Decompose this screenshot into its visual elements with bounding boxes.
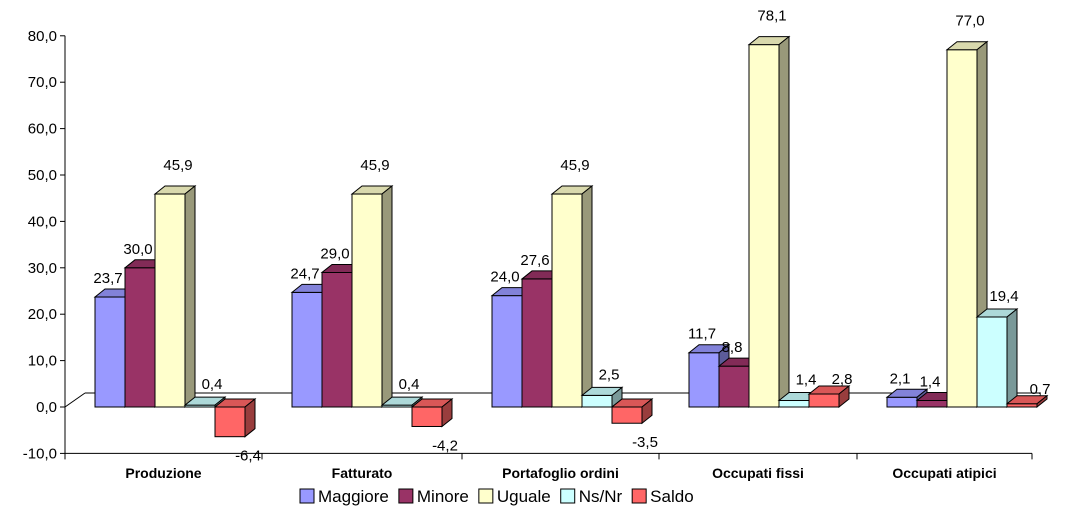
data-label-saldo-occupati-atipici: 0,7 bbox=[1030, 381, 1051, 398]
legend-label: Uguale bbox=[497, 487, 551, 506]
floor-edge bbox=[64, 392, 86, 408]
data-label-maggiore-occupati-fissi: 11,7 bbox=[688, 326, 716, 343]
y-tick-label: 30,0 bbox=[28, 260, 57, 277]
bar-ns-nr-occupati-atipici bbox=[975, 307, 1019, 409]
bar-saldo-produzione bbox=[213, 397, 257, 438]
bar-ns-nr-produzione bbox=[183, 396, 227, 409]
data-label-ns-nr-produzione: 0,4 bbox=[202, 376, 223, 393]
category-label-occupati-atipici: Occupati atipici bbox=[892, 465, 996, 481]
y-tick-label: 20,0 bbox=[28, 306, 57, 323]
legend-swatch bbox=[299, 488, 315, 504]
data-label-minore-produzione: 30,0 bbox=[123, 241, 152, 258]
data-label-uguale-fatturato: 45,9 bbox=[360, 157, 389, 174]
data-label-minore-occupati-fissi: 8,8 bbox=[722, 339, 743, 356]
y-tick-label: 70,0 bbox=[28, 74, 57, 91]
data-label-ns-nr-portafoglio-ordini: 2,5 bbox=[599, 366, 620, 383]
category-label-portafoglio-ordini: Portafoglio ordini bbox=[502, 465, 619, 481]
bar-uguale-occupati-fissi bbox=[747, 35, 791, 409]
legend-label: Minore bbox=[417, 487, 469, 506]
data-label-minore-fatturato: 29,0 bbox=[320, 245, 349, 262]
data-label-uguale-occupati-atipici: 77,0 bbox=[955, 13, 984, 30]
legend-swatch bbox=[560, 488, 576, 504]
legend-label: Maggiore bbox=[318, 487, 389, 506]
data-label-saldo-occupati-fissi: 2,8 bbox=[832, 371, 853, 388]
bar-saldo-fatturato bbox=[410, 397, 454, 428]
bar-uguale-portafoglio-ordini bbox=[550, 184, 594, 409]
y-tick-label: 80,0 bbox=[28, 28, 57, 45]
data-label-minore-portafoglio-ordini: 27,6 bbox=[520, 252, 549, 269]
data-label-maggiore-occupati-atipici: 2,1 bbox=[890, 370, 911, 387]
legend-label: Saldo bbox=[650, 487, 693, 506]
legend-swatch bbox=[631, 488, 647, 504]
data-labels: 23,7 24,7 24,0 11,7 2,1 30,0 29,0 27,6 8,8 1,4 45,… bbox=[93, 8, 1050, 465]
legend-swatch bbox=[398, 488, 414, 504]
data-label-uguale-produzione: 45,9 bbox=[163, 157, 192, 174]
legend-label: Ns/Nr bbox=[579, 487, 623, 506]
data-label-maggiore-fatturato: 24,7 bbox=[290, 265, 319, 282]
bar-ns-nr-portafoglio-ordini bbox=[580, 386, 624, 409]
data-label-minore-occupati-atipici: 1,4 bbox=[920, 374, 941, 391]
y-tick-label: 10,0 bbox=[28, 353, 57, 370]
y-tick-label: -10,0 bbox=[23, 445, 57, 462]
data-label-uguale-occupati-fissi: 78,1 bbox=[757, 8, 786, 25]
bar-uguale-produzione bbox=[153, 184, 197, 409]
legend-item-saldo: Saldo bbox=[631, 487, 694, 506]
y-tick-label: 0,0 bbox=[36, 399, 57, 416]
y-tick-label: 50,0 bbox=[28, 167, 57, 184]
y-tick-label: 40,0 bbox=[28, 213, 57, 230]
data-label-saldo-produzione: -6,4 bbox=[235, 448, 261, 465]
data-label-saldo-fatturato: -4,2 bbox=[432, 437, 458, 454]
data-label-ns-nr-fatturato: 0,4 bbox=[399, 376, 420, 393]
legend-item-minore: Minore bbox=[398, 487, 469, 506]
data-label-maggiore-portafoglio-ordini: 24,0 bbox=[490, 269, 519, 286]
legend-item-maggiore: Maggiore bbox=[299, 487, 389, 506]
bar-saldo-portafoglio-ordini bbox=[610, 397, 654, 425]
bar-saldo-occupati-fissi bbox=[807, 384, 851, 409]
data-label-uguale-portafoglio-ordini: 45,9 bbox=[560, 157, 589, 174]
data-label-maggiore-produzione: 23,7 bbox=[93, 270, 122, 287]
legend-item-ns-nr: Ns/Nr bbox=[560, 487, 623, 506]
category-label-produzione: Produzione bbox=[125, 465, 201, 481]
data-label-saldo-portafoglio-ordini: -3,5 bbox=[632, 434, 658, 451]
legend-swatch bbox=[478, 488, 494, 504]
bar-saldo-occupati-atipici bbox=[1005, 394, 1049, 409]
data-label-ns-nr-occupati-fissi: 1,4 bbox=[796, 372, 817, 389]
data-label-ns-nr-occupati-atipici: 19,4 bbox=[989, 288, 1018, 305]
axes: 80,0 70,0 60,0 50,0 40,0 30,0 20,0 10,0 0,0 -10,0… bbox=[23, 28, 1040, 481]
category-label-occupati-fissi: Occupati fissi bbox=[712, 465, 804, 481]
bars bbox=[93, 35, 1049, 438]
category-label-fatturato: Fatturato bbox=[332, 465, 393, 481]
legend-item-uguale: Uguale bbox=[478, 487, 551, 506]
bar-uguale-fatturato bbox=[350, 184, 394, 409]
y-tick-label: 60,0 bbox=[28, 121, 57, 138]
legend: Maggiore Minore Uguale Ns/Nr Saldo bbox=[299, 487, 694, 506]
